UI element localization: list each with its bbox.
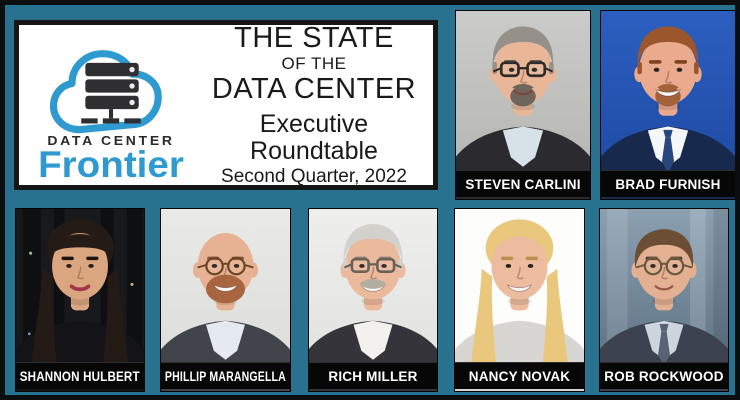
headshot-phillip-marangella [161, 209, 290, 391]
participant-name: ROB ROCKWOOD [604, 368, 724, 384]
participant-name: RICH MILLER [328, 368, 418, 384]
participant-name: PHILLIP MARANGELLA [165, 368, 287, 384]
participant-name: SHANNON HULBERT [20, 368, 140, 384]
headshot-rob-rockwood [600, 209, 728, 391]
title-line-5: Second Quarter, 2022 [221, 166, 407, 188]
title-line-3: DATA CENTER [211, 73, 417, 106]
title-line-1: THE STATE [234, 21, 394, 54]
nameplate: NANCY NOVAK [455, 362, 584, 389]
participant-name: BRAD FURNISH [615, 176, 721, 192]
participant-card-shannon-hulbert: SHANNON HULBERT [15, 208, 145, 392]
participant-card-rich-miller: RICH MILLER [308, 208, 438, 392]
data-center-frontier-logo: DATA CENTER Frontier [23, 28, 199, 182]
participant-card-brad-furnish: BRAD FURNISH [600, 10, 736, 200]
branding-panel: DATA CENTER Frontier THE STATE OF THE DA… [14, 20, 438, 190]
nameplate: RICH MILLER [309, 362, 437, 389]
participant-card-rob-rockwood: ROB ROCKWOOD [599, 208, 729, 392]
logo-text-data-center: DATA CENTER [47, 133, 174, 148]
server-led [129, 83, 135, 89]
participant-card-steven-carlini: STEVEN CARLINI [455, 10, 591, 200]
server-stack-icon [85, 62, 139, 110]
event-title-block: THE STATE OF THE DATA CENTER Executive R… [199, 21, 433, 188]
nameplate: PHILLIP MARANGELLA [161, 362, 290, 389]
nameplate: BRAD FURNISH [601, 170, 735, 197]
nameplate: ROB ROCKWOOD [600, 362, 728, 389]
logo-text-frontier: Frontier [38, 144, 184, 182]
participant-card-phillip-marangella: PHILLIP MARANGELLA [160, 208, 291, 392]
title-line-2: OF THE [281, 54, 347, 74]
network-icon [81, 109, 141, 124]
server-led [129, 66, 135, 73]
title-line-4: Executive Roundtable [250, 110, 378, 165]
server-led [129, 99, 135, 106]
participant-name: NANCY NOVAK [468, 368, 571, 384]
headshot-nancy-novak [455, 209, 584, 391]
participant-card-nancy-novak: NANCY NOVAK [454, 208, 585, 392]
nameplate: STEVEN CARLINI [456, 170, 590, 197]
headshot-steven-carlini [456, 11, 590, 199]
nameplate: SHANNON HULBERT [16, 362, 144, 389]
participant-name: STEVEN CARLINI [465, 176, 581, 192]
cloud-server-logo: DATA CENTER Frontier [38, 50, 184, 182]
